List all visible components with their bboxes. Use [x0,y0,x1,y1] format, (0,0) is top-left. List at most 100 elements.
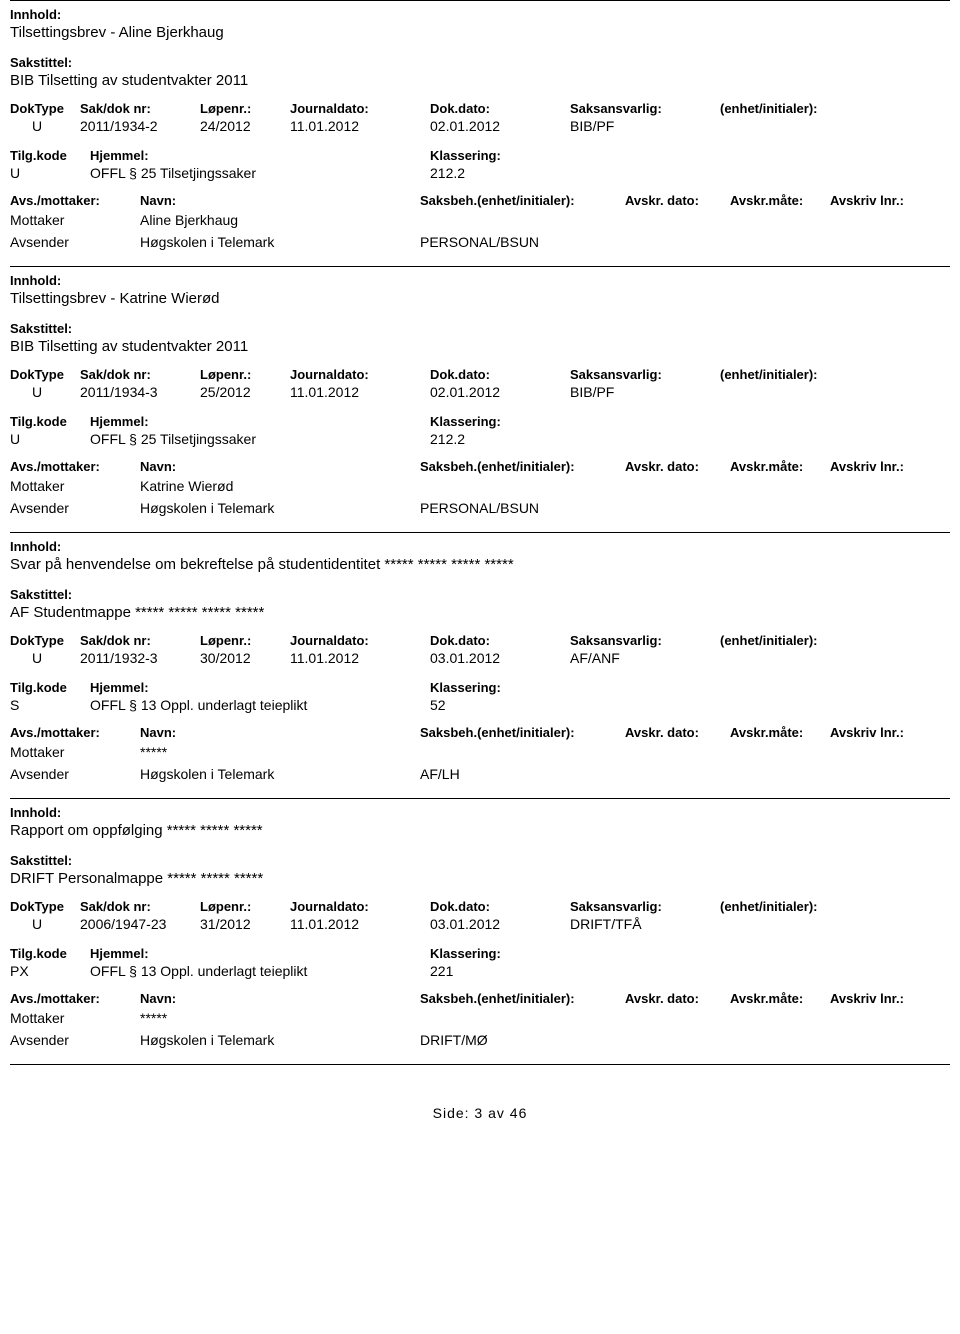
innhold-label: Innhold: [10,805,950,820]
meta-header-row: DokType Sak/dok nr: Løpenr.: Journaldato… [10,367,950,382]
jdato-label: Journaldato: [290,899,430,914]
tilgkode-value: U [10,165,90,181]
ddato-label: Dok.dato: [430,101,570,116]
hjemmel-value: OFFL § 25 Tilsetjingssaker [90,165,430,181]
doktype-label: DokType [10,899,80,914]
party-name: Høgskolen i Telemark [140,1032,420,1048]
class-header-row: Tilg.kode Hjemmel: Klassering: [10,414,950,429]
party-row: Avsender Høgskolen i Telemark PERSONAL/B… [10,234,950,250]
innhold-label: Innhold: [10,7,950,22]
hjemmel-label: Hjemmel: [90,680,430,695]
doktype-label: DokType [10,367,80,382]
ansvarlig-value: AF/ANF [570,650,720,666]
doktype-label: DokType [10,101,80,116]
class-header-row: Tilg.kode Hjemmel: Klassering: [10,148,950,163]
party-row: Avsender Høgskolen i Telemark DRIFT/MØ [10,1032,950,1048]
party-role: Mottaker [10,1010,140,1026]
klassering-label: Klassering: [430,148,950,163]
avs-header-row: Avs./mottaker: Navn: Saksbeh.(enhet/init… [10,725,950,740]
avskrivlnr-label: Avskriv lnr.: [830,991,930,1006]
journal-record: Innhold: Tilsettingsbrev - Aline Bjerkha… [10,0,950,266]
hjemmel-value: OFFL § 13 Oppl. underlagt teieplikt [90,697,430,713]
party-name: Høgskolen i Telemark [140,234,420,250]
enhet-label: (enhet/initialer): [720,367,870,382]
hjemmel-label: Hjemmel: [90,414,430,429]
party-code: AF/LH [420,766,620,782]
ansvarlig-label: Saksansvarlig: [570,101,720,116]
saknr-value: 2011/1934-2 [80,118,200,134]
meta-value-row: U 2011/1934-2 24/2012 11.01.2012 02.01.2… [10,118,950,134]
saksbeh-label: Saksbeh.(enhet/initialer): [420,193,625,208]
saksbeh-label: Saksbeh.(enhet/initialer): [420,991,625,1006]
doktype-value: U [10,118,80,134]
party-code: PERSONAL/BSUN [420,500,620,516]
party-name: Aline Bjerkhaug [140,212,420,228]
jdato-label: Journaldato: [290,367,430,382]
sakstittel-value: AF Studentmappe ***** ***** ***** ***** [10,604,950,621]
saknr-value: 2006/1947-23 [80,916,200,932]
hjemmel-value: OFFL § 25 Tilsetjingssaker [90,431,430,447]
party-code: DRIFT/MØ [420,1032,620,1048]
ddato-label: Dok.dato: [430,899,570,914]
enhet-label: (enhet/initialer): [720,633,870,648]
party-code [420,744,620,760]
navn-label: Navn: [140,725,420,740]
party-role: Mottaker [10,744,140,760]
class-value-row: U OFFL § 25 Tilsetjingssaker 212.2 [10,165,950,181]
klassering-value: 52 [430,697,950,713]
innhold-value: Svar på henvendelse om bekreftelse på st… [10,556,950,573]
doktype-value: U [10,384,80,400]
klassering-label: Klassering: [430,414,950,429]
innhold-value: Rapport om oppfølging ***** ***** ***** [10,822,950,839]
doktype-value: U [10,916,80,932]
navn-label: Navn: [140,193,420,208]
avskrmate-label: Avskr.måte: [730,991,830,1006]
avsmottaker-label: Avs./mottaker: [10,193,140,208]
lopenr-value: 30/2012 [200,650,290,666]
class-header-row: Tilg.kode Hjemmel: Klassering: [10,946,950,961]
doktype-label: DokType [10,633,80,648]
ddato-label: Dok.dato: [430,633,570,648]
klassering-label: Klassering: [430,680,950,695]
saknr-value: 2011/1932-3 [80,650,200,666]
party-name: Høgskolen i Telemark [140,766,420,782]
hjemmel-label: Hjemmel: [90,148,430,163]
avskrdato-label: Avskr. dato: [625,725,730,740]
ansvarlig-value: BIB/PF [570,384,720,400]
jdato-value: 11.01.2012 [290,916,430,932]
sakstittel-value: BIB Tilsetting av studentvakter 2011 [10,338,950,355]
records-list: Innhold: Tilsettingsbrev - Aline Bjerkha… [10,0,950,1065]
lopenr-label: Løpenr.: [200,367,290,382]
journal-record: Innhold: Rapport om oppfølging ***** ***… [10,798,950,1065]
avskrivlnr-label: Avskriv lnr.: [830,193,930,208]
class-value-row: PX OFFL § 13 Oppl. underlagt teieplikt 2… [10,963,950,979]
party-role: Avsender [10,500,140,516]
ansvarlig-value: DRIFT/TFÅ [570,916,720,932]
avskrdato-label: Avskr. dato: [625,459,730,474]
enhet-value [720,650,870,666]
ddato-value: 02.01.2012 [430,384,570,400]
party-name: ***** [140,1010,420,1026]
sakstittel-label: Sakstittel: [10,587,950,602]
party-row: Mottaker Katrine Wierød [10,478,950,494]
tilgkode-label: Tilg.kode [10,946,90,961]
avskrmate-label: Avskr.måte: [730,193,830,208]
klassering-value: 212.2 [430,431,950,447]
saksbeh-label: Saksbeh.(enhet/initialer): [420,725,625,740]
saknr-label: Sak/dok nr: [80,633,200,648]
saksbeh-label: Saksbeh.(enhet/initialer): [420,459,625,474]
ddato-label: Dok.dato: [430,367,570,382]
ddato-value: 03.01.2012 [430,650,570,666]
innhold-value: Tilsettingsbrev - Katrine Wierød [10,290,950,307]
party-code [420,478,620,494]
innhold-label: Innhold: [10,539,950,554]
tilgkode-label: Tilg.kode [10,148,90,163]
sakstittel-label: Sakstittel: [10,321,950,336]
meta-value-row: U 2011/1934-3 25/2012 11.01.2012 02.01.2… [10,384,950,400]
jdato-value: 11.01.2012 [290,384,430,400]
saknr-value: 2011/1934-3 [80,384,200,400]
saknr-label: Sak/dok nr: [80,101,200,116]
tilgkode-label: Tilg.kode [10,414,90,429]
klassering-label: Klassering: [430,946,950,961]
journal-record: Innhold: Tilsettingsbrev - Katrine Wierø… [10,266,950,532]
